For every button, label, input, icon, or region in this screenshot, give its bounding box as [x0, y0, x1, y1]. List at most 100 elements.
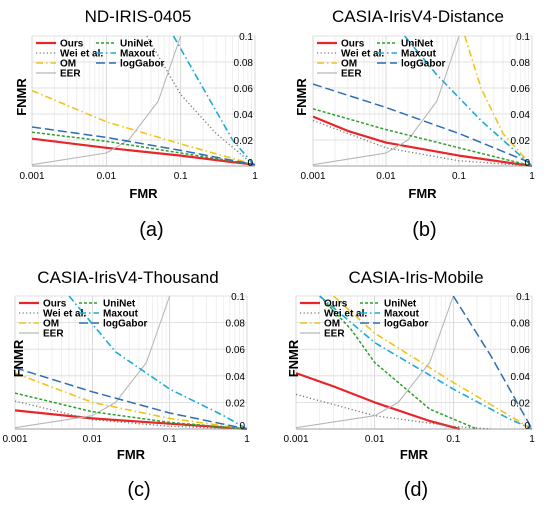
series-line-om [464, 35, 532, 167]
y-tick-label: 0.04 [226, 372, 246, 383]
legend-label: Wei et al. [43, 309, 86, 320]
legend-label: EER [324, 329, 345, 340]
y-tick-label: 0.08 [511, 319, 531, 330]
chart-panel-a: ND-IRIS-0405 0.001 0.01 0.1 1 0 0.02 0.04 0.06 0.… [14, 7, 258, 241]
plot-area [296, 296, 532, 429]
legend-label: logGabor [384, 319, 429, 330]
chart-panel-d: CASIA-Iris-Mobile 0.001 0.01 0.1 1 0 0.02 0.04 0… [283, 268, 535, 501]
series-line-maxout [403, 35, 532, 167]
series-group [313, 35, 532, 167]
legend-label: logGabor [120, 59, 165, 70]
series-line-wei-et-al [15, 400, 247, 430]
y-tick-label: 0 [247, 158, 253, 169]
y-tick-label: 0.1 [516, 32, 530, 43]
legend-label: Maxout [401, 49, 437, 60]
panel-caption: (b) [412, 219, 436, 241]
legend-label: UniNet [401, 39, 434, 50]
y-tick-label: 0.06 [226, 345, 246, 356]
series-group [296, 295, 532, 430]
series-line-loggabor [15, 367, 247, 430]
y-axis-label: FNMR [11, 339, 26, 377]
panel-caption: (d) [404, 479, 428, 501]
series-line-om [15, 372, 247, 430]
x-axis-label: FMR [117, 447, 146, 462]
x-tick-label: 0.01 [376, 171, 396, 182]
legend-label: logGabor [103, 319, 148, 330]
x-tick-label: 0.001 [2, 434, 27, 445]
x-tick-label: 0.001 [283, 434, 308, 445]
series-line-eer [15, 295, 171, 429]
x-tick-label: 1 [529, 434, 535, 445]
x-tick-label: 0.01 [365, 434, 385, 445]
legend-label: EER [60, 69, 81, 80]
legend-label: EER [43, 329, 64, 340]
series-line-loggabor [452, 295, 532, 430]
legend-label: Ours [43, 299, 67, 310]
x-tick-label: 0.1 [174, 171, 188, 182]
series-line-eer [296, 295, 454, 429]
chart-title: ND-IRIS-0405 [85, 7, 192, 26]
y-axis-label: FNMR [14, 78, 29, 116]
y-tick-label: 0 [524, 158, 530, 169]
x-axis-label: FMR [400, 447, 429, 462]
y-tick-label: 0.08 [511, 58, 531, 69]
x-tick-label: 0.1 [452, 171, 466, 182]
series-group [15, 295, 247, 430]
series-line-ours [313, 115, 532, 167]
y-tick-label: 0.02 [234, 136, 254, 147]
x-tick-label: 1 [529, 171, 535, 182]
x-tick-label: 0.001 [300, 171, 325, 182]
x-tick-label: 1 [252, 171, 258, 182]
panel-caption: (c) [127, 479, 150, 501]
series-line-uninet [15, 392, 247, 430]
x-axis-label: FMR [129, 186, 158, 201]
y-tick-label: 0 [524, 421, 530, 432]
chart-panel-c: CASIA-IrisV4-Thousand 0.001 0.01 0.1 1 0 0.02 0… [2, 268, 250, 501]
panel-caption: (a) [139, 219, 163, 241]
legend-label: UniNet [120, 39, 153, 50]
legend-label: Wei et al. [60, 49, 103, 60]
series-line-maxout [68, 295, 247, 430]
chart-title: CASIA-Iris-Mobile [348, 268, 483, 287]
y-tick-label: 0.04 [511, 110, 531, 121]
series-line-om [32, 89, 255, 166]
legend-label: UniNet [384, 299, 417, 310]
legend-label: OM [324, 319, 340, 330]
y-tick-label: 0.02 [226, 398, 246, 409]
y-tick-label: 0.1 [239, 32, 253, 43]
series-group [32, 35, 255, 167]
legend-label: Ours [324, 299, 348, 310]
y-tick-label: 0.04 [511, 372, 531, 383]
x-tick-label: 0.01 [97, 171, 117, 182]
legend-label: Ours [60, 39, 84, 50]
series-line-loggabor [32, 126, 255, 166]
legend-label: UniNet [103, 299, 136, 310]
x-tick-label: 0.01 [83, 434, 103, 445]
y-tick-label: 0.08 [226, 319, 246, 330]
series-line-uninet [313, 108, 532, 167]
series-line-eer [313, 35, 460, 166]
y-tick-label: 0.06 [511, 84, 531, 95]
series-line-maxout [172, 35, 255, 167]
legend-label: logGabor [401, 59, 446, 70]
series-line-om [332, 295, 532, 430]
legend-label: Maxout [384, 309, 420, 320]
y-tick-label: 0.1 [516, 292, 530, 303]
x-axis-label: FMR [408, 186, 437, 201]
series-line-maxout [319, 295, 532, 430]
chart-title: CASIA-IrisV4-Thousand [37, 268, 218, 287]
y-axis-label: FNMR [294, 78, 309, 116]
y-tick-label: 0.02 [511, 398, 531, 409]
series-line-wei-et-al [146, 35, 255, 167]
series-line-eer [32, 35, 182, 166]
y-tick-label: 0.02 [511, 136, 531, 147]
y-tick-label: 0.06 [234, 84, 254, 95]
x-tick-label: 0.001 [19, 171, 44, 182]
legend-label: Wei et al. [324, 309, 367, 320]
y-tick-label: 0.08 [234, 58, 254, 69]
x-tick-label: 0.1 [163, 434, 177, 445]
legend-label: OM [43, 319, 59, 330]
